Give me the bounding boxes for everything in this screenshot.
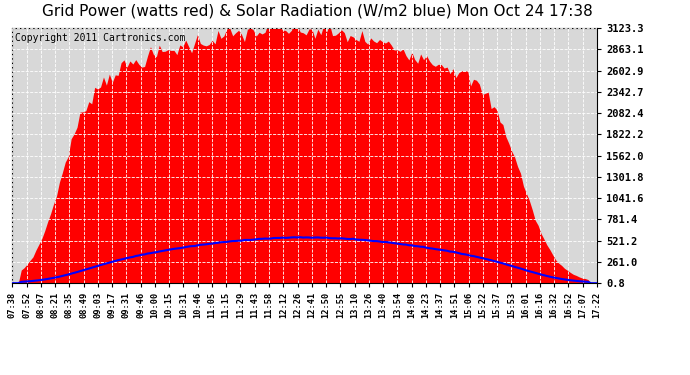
Text: Copyright 2011 Cartronics.com: Copyright 2011 Cartronics.com bbox=[15, 33, 186, 43]
Text: Grid Power (watts red) & Solar Radiation (W/m2 blue) Mon Oct 24 17:38: Grid Power (watts red) & Solar Radiation… bbox=[42, 4, 593, 19]
